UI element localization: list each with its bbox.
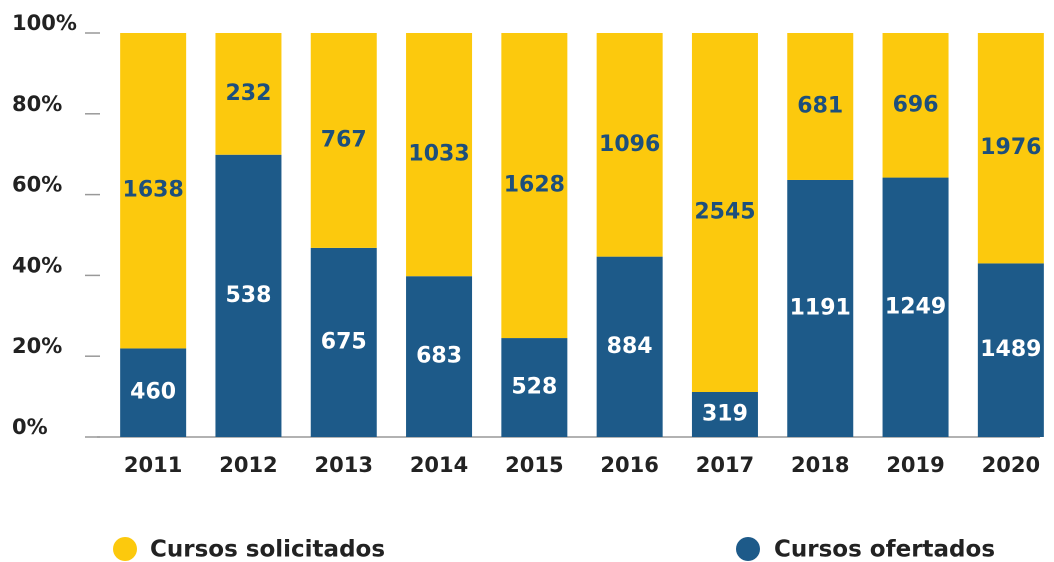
bar-segment	[882, 33, 949, 178]
x-tick-label: 2016	[600, 453, 658, 477]
value-label: 1638	[123, 178, 184, 203]
bar-segment	[787, 179, 854, 437]
bar-segment	[120, 33, 187, 349]
x-tick-label: 2011	[124, 453, 182, 477]
y-tick-label: 40%	[12, 253, 62, 277]
value-label: 1033	[408, 142, 469, 167]
value-label: 1191	[790, 295, 851, 320]
legend-label: Cursos ofertados	[774, 537, 995, 562]
bar-segment	[787, 33, 854, 180]
value-label: 2545	[694, 200, 755, 225]
bar-segment	[596, 256, 663, 437]
value-label: 696	[893, 92, 939, 117]
x-tick-label: 2012	[219, 453, 277, 477]
x-tick-label: 2017	[696, 453, 754, 477]
bar-segment	[310, 247, 377, 437]
y-tick-label: 0%	[12, 415, 48, 439]
x-tick-label: 2019	[886, 453, 944, 477]
value-label: 1096	[599, 132, 660, 157]
bar-segment	[120, 348, 187, 437]
bar-segment	[977, 33, 1044, 264]
x-tick-label: 2014	[410, 453, 468, 477]
value-label: 1489	[980, 337, 1041, 362]
value-label: 1249	[885, 294, 946, 319]
legend-label: Cursos solicitados	[150, 537, 385, 562]
x-tick-label: 2015	[505, 453, 563, 477]
y-tick-label: 20%	[12, 334, 62, 358]
y-tick-label: 80%	[12, 92, 62, 116]
bar-segment	[596, 33, 663, 257]
bar-segment	[215, 33, 282, 155]
legend-swatch	[736, 537, 760, 561]
value-label: 681	[797, 93, 843, 118]
value-label: 683	[416, 344, 462, 369]
value-label: 528	[511, 375, 557, 400]
value-label: 538	[225, 283, 271, 308]
bar-segment	[977, 263, 1044, 437]
value-label: 232	[225, 81, 271, 106]
bar-segment	[406, 276, 473, 437]
value-label: 675	[321, 329, 367, 354]
value-label: 1976	[980, 135, 1041, 160]
bar-segment	[501, 338, 568, 437]
bar-segment	[882, 177, 949, 437]
bar-segment	[691, 392, 758, 437]
value-label: 319	[702, 402, 748, 427]
bar-segment	[215, 154, 282, 437]
x-tick-label: 2018	[791, 453, 849, 477]
value-label: 460	[130, 380, 176, 405]
bar-segment	[406, 33, 473, 277]
value-label: 1628	[504, 173, 565, 198]
x-tick-label: 2020	[982, 453, 1040, 477]
bar-segment	[310, 33, 377, 248]
x-tick-label: 2013	[315, 453, 373, 477]
value-label: 884	[607, 334, 653, 359]
y-tick-label: 100%	[12, 11, 77, 35]
legend-swatch	[113, 537, 137, 561]
bar-segment	[691, 33, 758, 393]
bar-segment	[501, 33, 568, 339]
y-tick-label: 60%	[12, 173, 62, 197]
value-label: 767	[321, 127, 367, 152]
